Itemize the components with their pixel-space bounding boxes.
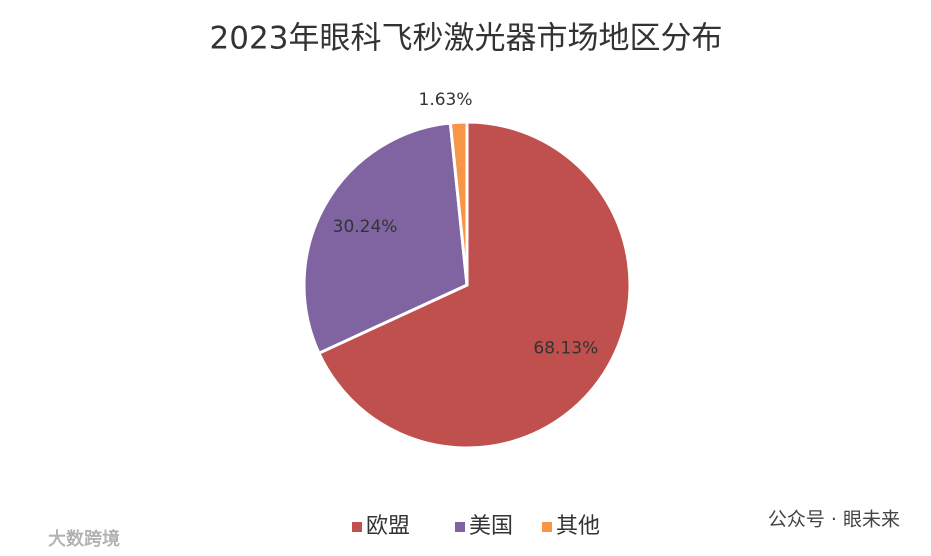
legend-label: 欧盟 xyxy=(366,514,410,539)
chart-title: 2023年眼科飞秒激光器市场地区分布 xyxy=(210,21,723,57)
pie-slice xyxy=(302,121,469,356)
pie-slice xyxy=(448,120,469,286)
legend-swatch xyxy=(352,522,362,532)
data-label: 1.63% xyxy=(419,90,473,110)
data-label: 68.13% xyxy=(533,338,598,358)
data-label: 30.24% xyxy=(333,217,398,237)
legend-label: 其他 xyxy=(556,514,600,539)
watermark: 大数跨境 xyxy=(48,529,120,550)
watermark: 公众号 · 眼未来 xyxy=(768,509,900,531)
legend-swatch xyxy=(455,522,465,532)
legend-label: 美国 xyxy=(469,514,513,539)
legend-swatch xyxy=(542,522,552,532)
pie-slice xyxy=(316,120,632,450)
